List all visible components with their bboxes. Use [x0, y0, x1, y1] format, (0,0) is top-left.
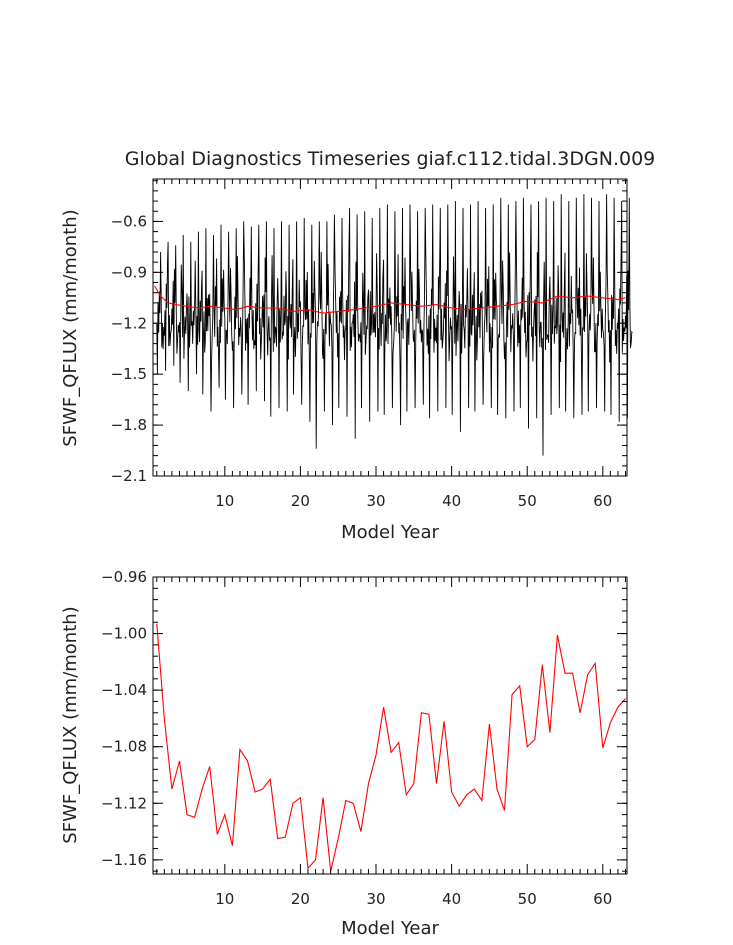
series-line-monthly [156, 194, 633, 456]
x-tick-label: 50 [518, 492, 537, 510]
bottom-plot-area [156, 623, 626, 872]
bottom-x-axis: 10 20 30 40 50 60 [156, 577, 626, 908]
y-tick-label: −1.00 [101, 625, 147, 643]
x-tick-label: 60 [593, 890, 612, 908]
x-tick-label: 20 [291, 492, 310, 510]
x-tick-label: 40 [442, 890, 461, 908]
y-tick-label: −1.5 [111, 365, 147, 383]
bottom-x-axis-label: Model Year [341, 918, 439, 939]
top-plot-area [154, 194, 633, 456]
bottom-y-axis-label: SFWF_QFLUX (mm/month) [60, 606, 81, 843]
x-tick-label: 30 [366, 492, 385, 510]
x-tick-label: 50 [518, 890, 537, 908]
bottom-plot-frame [152, 576, 628, 875]
x-tick-label: 40 [442, 492, 461, 510]
top-panel: Global Diagnostics Timeseries giaf.c112.… [60, 148, 655, 543]
y-tick-label: −2.1 [111, 467, 147, 485]
y-tick-label: −1.8 [111, 416, 147, 434]
y-tick-label: −0.9 [111, 263, 147, 281]
y-tick-label: −0.96 [101, 568, 147, 586]
top-x-axis: 10 20 30 40 50 60 [156, 179, 626, 510]
series-line-annual-mean [156, 623, 626, 872]
bottom-panel: −1.16 −1.12 −1.08 −1.04 −1.00 −0.96 10 20 30 40 5… [60, 568, 628, 939]
y-tick-label: −1.04 [101, 681, 147, 699]
y-tick-label: −0.6 [111, 212, 147, 230]
x-tick-label: 10 [215, 492, 234, 510]
x-tick-label: 60 [593, 492, 612, 510]
x-tick-label: 30 [366, 890, 385, 908]
y-tick-label: −1.08 [101, 738, 147, 756]
x-tick-label: 20 [291, 890, 310, 908]
top-chart-title: Global Diagnostics Timeseries giaf.c112.… [125, 148, 656, 170]
y-tick-label: −1.16 [101, 851, 147, 869]
x-tick-label: 10 [215, 890, 234, 908]
bottom-y-axis: −1.16 −1.12 −1.08 −1.04 −1.00 −0.96 [101, 568, 627, 872]
series-line-annual-mean [154, 285, 626, 314]
y-tick-label: −1.12 [101, 794, 147, 812]
top-plot-frame [152, 178, 628, 477]
top-x-axis-label: Model Year [341, 522, 439, 543]
y-tick-label: −1.2 [111, 314, 147, 332]
top-y-axis: −2.1 −1.8 −1.5 −1.2 −0.9 −0.6 [111, 180, 627, 485]
top-y-axis-label: SFWF_QFLUX (mm/month) [60, 209, 81, 446]
